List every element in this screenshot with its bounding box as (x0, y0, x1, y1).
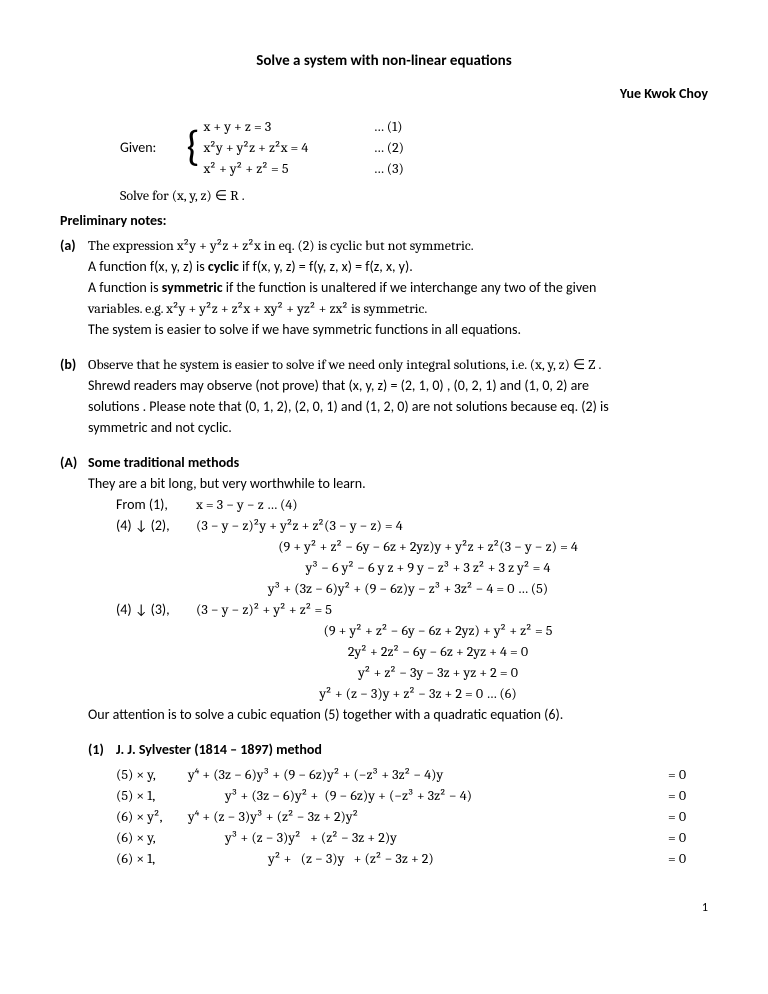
sylv-rhs: = 0 (668, 848, 708, 869)
sub-42-label: (4) ↓ (2), (116, 515, 196, 536)
eq-2-tag: … (2) (374, 137, 405, 158)
sylv-rhs: = 0 (668, 785, 708, 806)
from-1-label: From (1), (116, 494, 196, 515)
prelim-header: Preliminary notes: (60, 212, 167, 229)
section-a-l1: They are a bit long, but very worthwhile… (88, 473, 708, 494)
note-b-l1: Observe that he system is easier to solv… (88, 354, 708, 375)
equation-system: Given: { x + y + z = 3… (1) x²y + y²z + … (120, 116, 708, 179)
sylvester-row: (5) × y,y⁴ + (3z − 6)y³ + (9 − 6z)y² + (… (116, 764, 708, 785)
sylvester-label: (1) (88, 739, 116, 760)
left-brace-icon: { (186, 130, 199, 164)
eq-3: x² + y² + z² = 5 (204, 158, 374, 179)
note-a-l3: A function is symmetric if the function … (88, 277, 708, 298)
note-a-l1: The expression x²y + y²z + z²x in eq. (2… (88, 235, 708, 256)
note-a-l5: The system is easier to solve if we have… (88, 319, 708, 340)
page-number: 1 (60, 899, 708, 917)
sub-43-a: (3 − y − z)² + y² + z² = 5 (196, 599, 708, 620)
sylv-label: (6) × y, (116, 827, 188, 848)
sylv-eq: y² + (z − 3)y + (z² − 3z + 2) (188, 848, 668, 869)
sylv-label: (5) × y, (116, 764, 188, 785)
note-a-l2: A function f(x, y, z) is cyclic if f(x, … (88, 256, 708, 277)
sylv-label: (5) × 1, (116, 785, 188, 806)
sylvester-row: (6) × y, y³ + (z − 3)y² + (z² − 3z + 2)y… (116, 827, 708, 848)
sub-42-a: (3 − y − z)²y + y²z + z²(3 − y − z) = 4 (196, 515, 708, 536)
sylv-eq: y⁴ + (z − 3)y³ + (z² − 3z + 2)y² (188, 806, 668, 827)
sylv-label: (6) × y², (116, 806, 188, 827)
section-a-label: (A) (60, 452, 88, 725)
sylv-eq: y³ + (z − 3)y² + (z² − 3z + 2)y (188, 827, 668, 848)
eq-2: x²y + y²z + z²x = 4 (204, 137, 374, 158)
sylv-rhs: = 0 (668, 827, 708, 848)
note-b-l2: Shrewd readers may observe (not prove) t… (88, 375, 708, 396)
sub-42-c: y³ − 6 y² − 6 y z + 9 y − z³ + 3 z² + 3 … (88, 557, 708, 578)
sylv-label: (6) × 1, (116, 848, 188, 869)
note-a-label: (a) (60, 235, 88, 340)
sub-42-b: (9 + y² + z² − 6y − 6z + 2yz)y + y²z + z… (88, 536, 708, 557)
from-1-eq: x = 3 − y − z … (4) (196, 494, 708, 515)
page-title: Solve a system with non-linear equations (60, 50, 708, 73)
eq-1: x + y + z = 3 (204, 116, 374, 137)
sub-43-label: (4) ↓ (3), (116, 599, 196, 620)
given-label: Given: (120, 137, 156, 158)
sylv-rhs: = 0 (668, 764, 708, 785)
sub-43-e: y² + (z − 3)y + z² − 3z + 2 = 0 … (6) (88, 683, 708, 704)
note-b-l4: symmetric and not cyclic. (88, 417, 708, 438)
sylvester-row: (5) × 1, y³ + (3z − 6)y² + (9 − 6z)y + (… (116, 785, 708, 806)
sub-43-c: 2y² + 2z² − 6y − 6z + 2yz + 4 = 0 (88, 641, 708, 662)
solve-for: Solve for (x, y, z) ∈ R . (120, 185, 708, 206)
sub-43-b: (9 + y² + z² − 6y − 6z + 2yz) + y² + z² … (88, 620, 708, 641)
section-a-header: Some traditional methods (88, 454, 239, 471)
eq-3-tag: … (3) (374, 158, 404, 179)
sylv-eq: y⁴ + (3z − 6)y³ + (9 − 6z)y² + (−z³ + 3z… (188, 764, 668, 785)
sub-43-d: y² + z² − 3y − 3z + yz + 2 = 0 (88, 662, 708, 683)
author: Yue Kwok Choy (60, 83, 708, 104)
attention-line: Our attention is to solve a cubic equati… (88, 704, 708, 725)
note-b-label: (b) (60, 354, 88, 438)
note-a-l4: variables. e.g. x²y + y²z + z²x + xy² + … (88, 298, 708, 319)
sub-42-d: y³ + (3z − 6)y² + (9 − 6z)y − z³ + 3z² −… (88, 578, 708, 599)
eq-1-tag: … (1) (374, 116, 403, 137)
sylvester-row: (6) × 1, y² + (z − 3)y + (z² − 3z + 2)= … (116, 848, 708, 869)
sylvester-row: (6) × y²,y⁴ + (z − 3)y³ + (z² − 3z + 2)y… (116, 806, 708, 827)
sylv-eq: y³ + (3z − 6)y² + (9 − 6z)y + (−z³ + 3z²… (188, 785, 668, 806)
sylv-rhs: = 0 (668, 806, 708, 827)
sylvester-header: J. J. Sylvester (1814 – 1897) method (116, 741, 322, 758)
note-b-l3: solutions . Please note that (0, 1, 2), … (88, 396, 708, 417)
